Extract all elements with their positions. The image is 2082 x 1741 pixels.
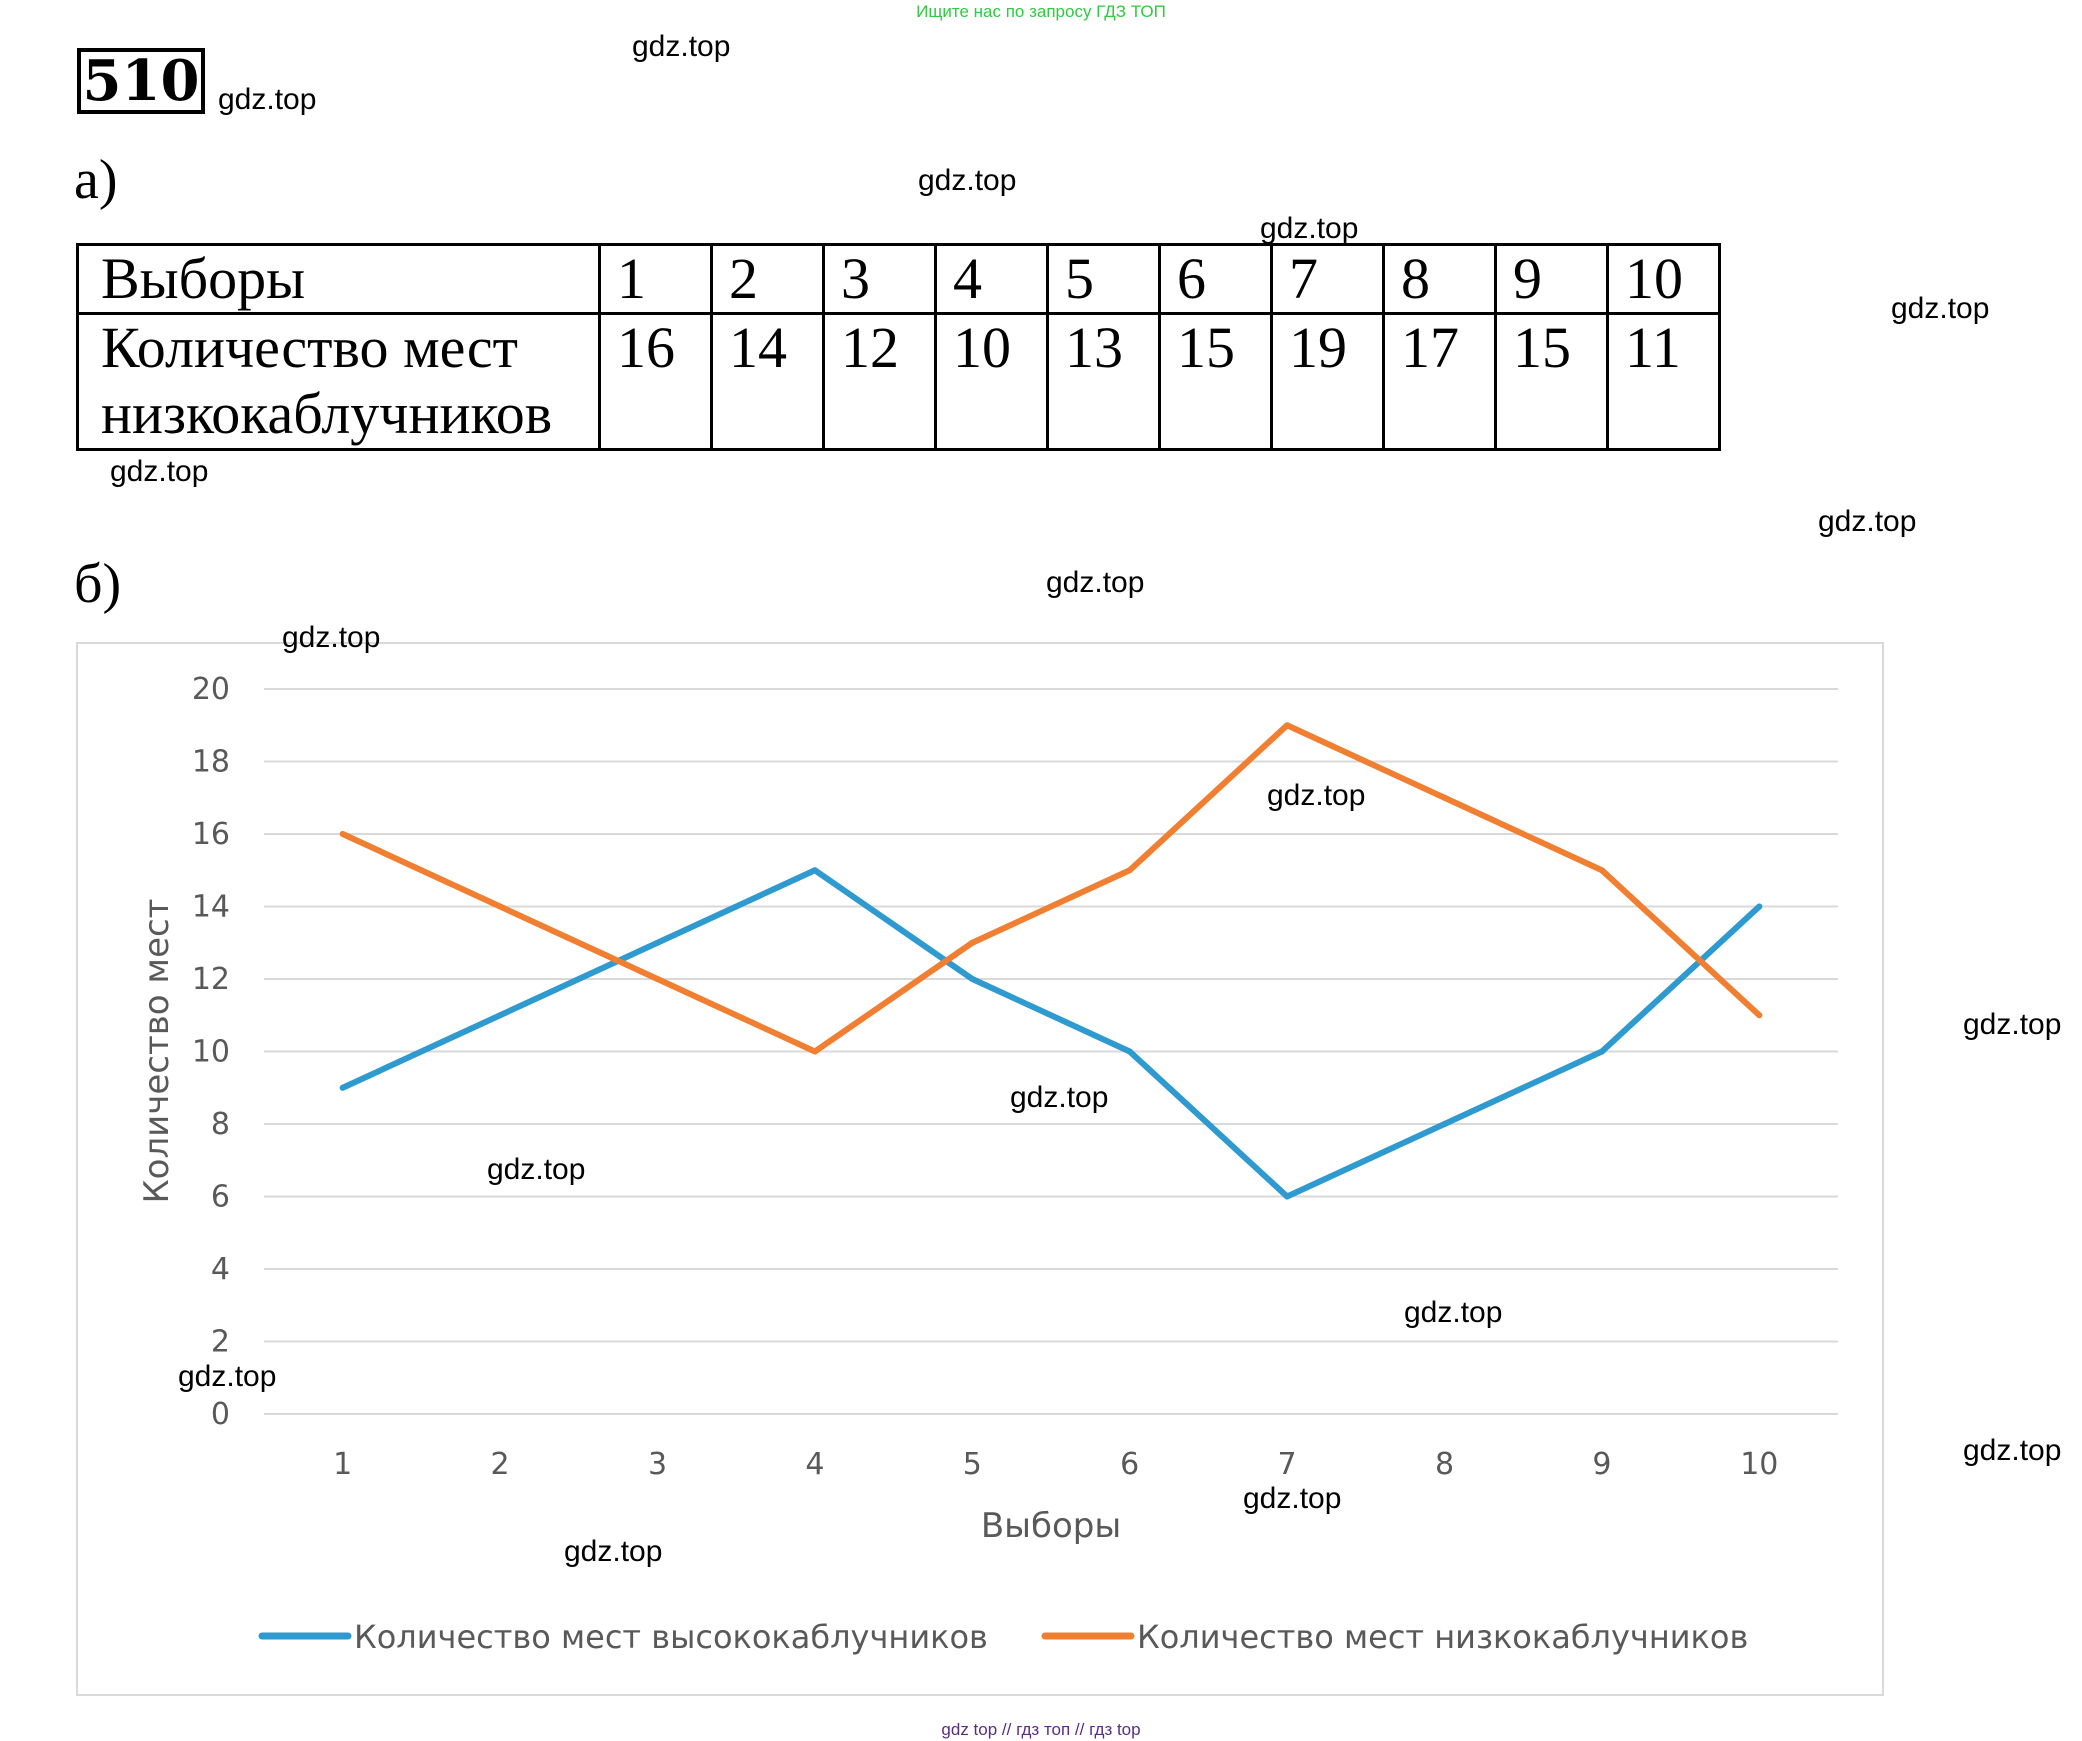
data-point bbox=[1441, 794, 1448, 801]
watermark: gdz.top bbox=[918, 164, 1017, 197]
watermark: gdz.top bbox=[564, 1535, 663, 1568]
y-tick-label: 14 bbox=[192, 890, 230, 925]
data-point bbox=[811, 1048, 818, 1055]
chart-frame bbox=[76, 642, 1884, 1696]
x-tick-label: 8 bbox=[1435, 1447, 1454, 1482]
table-cell: 3 bbox=[822, 243, 937, 315]
data-point bbox=[1126, 1048, 1133, 1055]
table-cell: 4 bbox=[934, 243, 1049, 315]
data-table: Выборы 1 2 3 4 5 6 7 8 9 10 Количество м… bbox=[76, 243, 1721, 451]
data-point bbox=[339, 1084, 346, 1091]
y-tick-label: 0 bbox=[211, 1397, 230, 1432]
table-cell: 9 bbox=[1494, 243, 1609, 315]
data-point bbox=[497, 903, 504, 910]
series-line bbox=[339, 722, 1763, 1055]
x-tick-label: 9 bbox=[1592, 1447, 1611, 1482]
watermark: gdz.top bbox=[1963, 1434, 2062, 1467]
data-point bbox=[654, 976, 661, 982]
y-tick-label: 12 bbox=[192, 962, 230, 997]
legend-label: Количество мест низкокаблучников bbox=[1137, 1618, 1748, 1656]
table-cell: 13 bbox=[1046, 312, 1161, 451]
y-tick-label: 4 bbox=[211, 1252, 230, 1287]
task-number: 510 bbox=[77, 48, 205, 114]
data-point bbox=[1756, 903, 1763, 910]
table-cell: 8 bbox=[1382, 243, 1497, 315]
x-tick-label: 2 bbox=[491, 1447, 510, 1482]
y-tick-label: 18 bbox=[192, 745, 230, 780]
x-tick-label: 10 bbox=[1740, 1447, 1778, 1482]
table-cell: 16 bbox=[598, 312, 713, 451]
data-point bbox=[1284, 1193, 1291, 1200]
watermark: gdz.top bbox=[487, 1153, 586, 1186]
table-cell: 17 bbox=[1382, 312, 1497, 451]
table-cell: 19 bbox=[1270, 312, 1385, 451]
data-point bbox=[1284, 722, 1291, 729]
table-cell: 7 bbox=[1270, 243, 1385, 315]
x-tick-label: 3 bbox=[648, 1447, 667, 1482]
x-tick-label: 4 bbox=[805, 1447, 824, 1482]
y-tick-label: 2 bbox=[211, 1325, 230, 1360]
watermark: gdz.top bbox=[1963, 1008, 2062, 1041]
watermark: gdz.top bbox=[1818, 505, 1917, 538]
y-tick-label: 20 bbox=[192, 672, 230, 707]
watermark: gdz.top bbox=[110, 455, 209, 488]
table-cell: 5 bbox=[1046, 243, 1161, 315]
table-cell: 12 bbox=[822, 312, 937, 451]
data-point bbox=[969, 976, 976, 982]
data-point bbox=[1441, 1121, 1448, 1127]
data-point bbox=[1598, 867, 1605, 874]
table-cell: 1 bbox=[598, 243, 713, 315]
search-hint: Ищите нас по запросу ГДЗ ТОП bbox=[916, 2, 1166, 21]
table-cell: 14 bbox=[710, 312, 825, 451]
watermark: gdz.top bbox=[218, 83, 317, 116]
table-cell: 10 bbox=[1606, 243, 1721, 315]
watermark: gdz.top bbox=[1404, 1296, 1503, 1329]
data-point bbox=[969, 939, 976, 946]
data-point bbox=[1756, 1012, 1763, 1019]
watermark: gdz.top bbox=[1891, 292, 1990, 325]
data-point bbox=[339, 831, 346, 837]
data-point bbox=[497, 1012, 504, 1019]
watermark: gdz.top bbox=[1010, 1081, 1109, 1114]
watermark: gdz.top bbox=[282, 621, 381, 654]
watermark: gdz.top bbox=[1243, 1482, 1342, 1515]
table-cell: 10 bbox=[934, 312, 1049, 451]
x-axis-title: Выборы bbox=[981, 1506, 1121, 1546]
y-tick-label: 8 bbox=[211, 1107, 230, 1142]
watermark: gdz.top bbox=[1267, 779, 1366, 812]
row-label-samples: Выборы bbox=[76, 243, 601, 315]
part-b-label: б) bbox=[74, 553, 122, 615]
watermark: gdz.top bbox=[1046, 566, 1145, 599]
table-cell: 15 bbox=[1494, 312, 1609, 451]
table-cell: 11 bbox=[1606, 312, 1721, 451]
x-tick-label: 5 bbox=[963, 1447, 982, 1482]
data-point bbox=[654, 939, 661, 946]
series-line bbox=[339, 867, 1763, 1200]
x-tick-label: 6 bbox=[1120, 1447, 1139, 1482]
legend-label: Количество мест высококаблучников bbox=[354, 1618, 988, 1656]
table-row: Выборы 1 2 3 4 5 6 7 8 9 10 bbox=[76, 243, 1721, 315]
table-row: Количество мест низкокаблучников 16 14 1… bbox=[76, 312, 1721, 451]
watermark: gdz.top bbox=[178, 1360, 277, 1393]
x-tick-label: 7 bbox=[1278, 1447, 1297, 1482]
x-tick-label: 1 bbox=[333, 1447, 352, 1482]
table-cell: 6 bbox=[1158, 243, 1273, 315]
y-axis-title: Количество мест bbox=[137, 899, 177, 1204]
data-point bbox=[1598, 1048, 1605, 1055]
footer-links: gdz top // гдз топ // гдз top bbox=[941, 1720, 1141, 1739]
row-label-line: низкокаблучников bbox=[101, 381, 553, 446]
watermark: gdz.top bbox=[1260, 212, 1359, 245]
table-cell: 2 bbox=[710, 243, 825, 315]
y-tick-label: 6 bbox=[211, 1180, 230, 1215]
row-label-seats: Количество мест низкокаблучников bbox=[76, 312, 601, 451]
watermark: gdz.top bbox=[632, 30, 731, 63]
y-tick-label: 10 bbox=[192, 1035, 230, 1070]
data-point bbox=[1126, 867, 1133, 874]
table-cell: 15 bbox=[1158, 312, 1273, 451]
data-point bbox=[811, 867, 818, 874]
y-tick-label: 16 bbox=[192, 817, 230, 852]
row-label-line: Количество мест bbox=[101, 315, 518, 380]
part-a-label: а) bbox=[74, 149, 118, 211]
